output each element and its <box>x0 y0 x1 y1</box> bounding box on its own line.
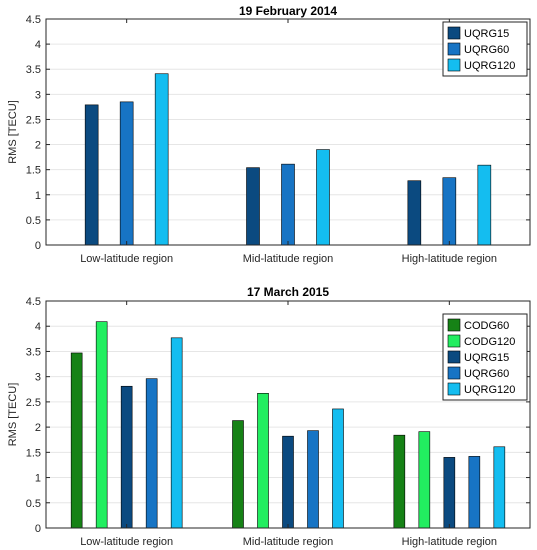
legend-label: UQRG120 <box>464 384 515 396</box>
bar-uqrg60-1 <box>145 378 158 529</box>
bar-uqrg15-1 <box>84 104 99 246</box>
y-tick-label: 4 <box>35 39 41 51</box>
bar-uqrg120-1 <box>170 337 183 529</box>
y-tick-label: 1.5 <box>26 165 41 177</box>
y-tick-label: 0.5 <box>26 215 41 227</box>
bar-uqrg60-2 <box>281 163 295 246</box>
bar-uqrg60-1 <box>119 101 134 246</box>
y-tick-label: 3 <box>35 372 41 384</box>
category-label: Mid-latitude region <box>243 536 334 548</box>
bar-uqrg60-2 <box>307 430 319 529</box>
bar-codg120-1 <box>95 321 108 529</box>
legend-swatch <box>447 334 461 348</box>
y-tick-label: 2 <box>35 140 41 152</box>
legend-label: UQRG60 <box>464 44 509 56</box>
y-tick-label: 3.5 <box>26 64 41 76</box>
category-label: High-latitude region <box>402 536 497 548</box>
bar-codg120-2 <box>257 393 269 529</box>
bar-uqrg15-2 <box>246 167 260 246</box>
bar-uqrg120-3 <box>477 164 492 246</box>
category-label: Low-latitude region <box>80 536 173 548</box>
axes-box <box>45 18 531 246</box>
bar-uqrg120-2 <box>316 149 330 246</box>
axes-box <box>45 300 531 529</box>
legend-swatch <box>447 366 461 380</box>
legend-swatch <box>447 26 461 40</box>
y-tick-label: 0 <box>35 240 41 252</box>
y-tick-label: 1.5 <box>26 447 41 459</box>
y-tick-label: 1 <box>35 190 41 202</box>
category-label: Low-latitude region <box>80 253 173 265</box>
legend-label: CODG60 <box>464 320 509 332</box>
chart-2: 17 March 2015 0 0.5 1 1.5 2 2.5 3 3.5 4 4.5 Low-lat… <box>7 285 531 548</box>
bar-uqrg15-2 <box>282 435 294 529</box>
legend-swatch <box>447 58 461 72</box>
y-tick-label: 2.5 <box>26 114 41 126</box>
legend-swatch <box>447 382 461 396</box>
bar-codg60-3 <box>393 434 406 529</box>
chart-title: 17 March 2015 <box>247 285 329 299</box>
bar-uqrg15-1 <box>120 385 133 529</box>
bar-uqrg60-3 <box>442 177 457 246</box>
y-tick-label: 4 <box>35 321 41 333</box>
y-tick-label: 2.5 <box>26 397 41 409</box>
y-axis-label: RMS [TECU] <box>7 383 19 447</box>
bar-codg120-3 <box>418 431 431 529</box>
bar-uqrg120-3 <box>493 446 506 529</box>
legend-swatch <box>447 42 461 56</box>
bar-uqrg120-1 <box>154 73 169 246</box>
y-tick-label: 2 <box>35 422 41 434</box>
y-axis-label: RMS [TECU] <box>7 100 19 164</box>
legend-label: UQRG60 <box>464 368 509 380</box>
chart-1: 19 February 2014 0 0.5 1 1.5 2 2.5 3 3.5 4 4.5 Low-… <box>7 4 531 265</box>
legend-label: UQRG15 <box>464 28 509 40</box>
category-label: Mid-latitude region <box>243 253 334 265</box>
bar-uqrg60-3 <box>468 456 481 529</box>
y-tick-label: 0 <box>35 523 41 535</box>
legend-swatch <box>447 350 461 364</box>
category-label: High-latitude region <box>402 253 497 265</box>
bar-uqrg15-3 <box>407 180 422 246</box>
bar-codg60-2 <box>232 420 244 529</box>
legend-label: UQRG120 <box>464 60 515 72</box>
y-tick-label: 3 <box>35 89 41 101</box>
bar-codg60-1 <box>70 352 83 529</box>
y-tick-label: 3.5 <box>26 346 41 358</box>
bar-uqrg120-2 <box>332 408 344 529</box>
legend-swatch <box>447 318 461 332</box>
bar-uqrg15-3 <box>443 457 456 529</box>
legend-label: CODG120 <box>464 336 515 348</box>
y-tick-label: 4.5 <box>26 14 41 26</box>
y-tick-label: 4.5 <box>26 296 41 308</box>
y-tick-label: 1 <box>35 473 41 485</box>
chart-title: 19 February 2014 <box>239 4 337 18</box>
y-tick-label: 0.5 <box>26 498 41 510</box>
legend-label: UQRG15 <box>464 352 509 364</box>
